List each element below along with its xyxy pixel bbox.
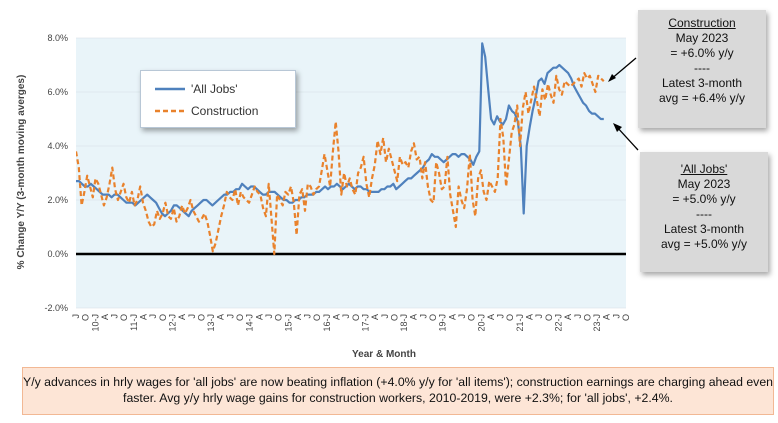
callout-all-jobs-title: 'All Jobs'	[680, 162, 728, 176]
callout-all-jobs: 'All Jobs' May 2023 = +5.0% y/y ---- Lat…	[640, 152, 768, 272]
x-tick-label: A	[177, 314, 187, 320]
x-tick-label: 13-J	[206, 314, 216, 332]
x-tick-label: J	[71, 314, 81, 319]
x-tick-label: 14-J	[245, 314, 255, 332]
x-tick-label: O	[158, 314, 168, 321]
callout-construction-sep: ----	[694, 61, 710, 75]
x-tick-label: O	[274, 314, 284, 321]
x-tick-label: 12-J	[167, 314, 177, 332]
x-tick-label: 17-J	[360, 314, 370, 332]
y-tick-label: 2.0%	[47, 195, 68, 205]
x-tick-label: O	[235, 314, 245, 321]
callout-construction-line1: May 2023	[675, 31, 729, 45]
x-tick-label: O	[621, 314, 631, 321]
x-tick-label: 16-J	[322, 314, 332, 332]
x-tick-label: O	[351, 314, 361, 321]
x-tick-label: O	[467, 314, 477, 321]
legend-item-all-jobs: 'All Jobs'	[155, 81, 238, 97]
x-tick-label: J	[573, 314, 583, 319]
legend-item-construction: Construction	[155, 103, 258, 119]
legend-swatch-construction	[155, 109, 185, 113]
callout-arrow-all-jobs	[615, 125, 639, 151]
legend: 'All Jobs' Construction	[140, 70, 296, 128]
x-axis: J O 10-J A J O 11-J A J O 12-J A J O 13-J A J O 14-J A J O 15-…	[71, 314, 631, 332]
x-tick-label: O	[582, 314, 592, 321]
y-axis-title: % Change Y/Y (3-month moving averges)	[16, 75, 27, 270]
x-tick-label: A	[293, 314, 303, 320]
x-tick-label: A	[486, 314, 496, 320]
x-tick-label: J	[303, 314, 313, 319]
x-tick-label: J	[341, 314, 351, 319]
callout-construction: Construction May 2023 = +6.0% y/y ---- L…	[638, 10, 766, 128]
x-tick-label: 22-J	[553, 314, 563, 332]
x-tick-label: O	[544, 314, 554, 321]
callout-construction-line3: Latest 3-month	[661, 76, 743, 90]
x-tick-label: 19-J	[438, 314, 448, 332]
x-tick-label: O	[312, 314, 322, 321]
x-tick-label: 18-J	[399, 314, 409, 332]
callout-construction-line2: = +6.0% y/y	[670, 46, 734, 60]
x-tick-label: 11-J	[129, 314, 139, 331]
callout-all-jobs-line1: May 2023	[677, 177, 731, 191]
x-tick-label: O	[119, 314, 129, 321]
x-tick-label: A	[139, 314, 149, 320]
x-tick-label: J	[457, 314, 467, 319]
x-tick-label: J	[418, 314, 428, 319]
legend-label-all-jobs: 'All Jobs'	[191, 82, 238, 96]
callout-arrowhead-all-jobs	[613, 123, 622, 132]
y-tick-label: 6.0%	[47, 87, 68, 97]
x-tick-label: O	[389, 314, 399, 321]
x-tick-label: 21-J	[515, 314, 525, 332]
series-line-construction	[76, 72, 605, 256]
x-tick-label: A	[254, 314, 264, 320]
y-tick-label: -2.0%	[44, 303, 68, 313]
x-tick-label: J	[611, 314, 621, 319]
x-tick-label: A	[332, 314, 342, 320]
x-tick-label: A	[409, 314, 419, 320]
callout-all-jobs-line4: avg = +5.0% y/y	[660, 237, 748, 251]
callout-construction-line4: avg = +6.4% y/y	[658, 91, 746, 105]
series-line-all-jobs	[76, 42, 604, 218]
x-tick-label: A	[216, 314, 226, 320]
y-tick-label: 0.0%	[47, 249, 68, 259]
x-tick-label: O	[81, 314, 91, 321]
x-axis-title: Year & Month	[352, 349, 416, 360]
footnote-text: Y/y advances in hrly wages for 'all jobs…	[23, 375, 773, 405]
x-tick-label: O	[505, 314, 515, 321]
x-tick-label: O	[196, 314, 206, 321]
callout-construction-title: Construction	[668, 16, 736, 30]
x-tick-label: J	[148, 314, 158, 319]
x-tick-label: A	[563, 314, 573, 320]
y-tick-label: 8.0%	[47, 33, 68, 43]
x-tick-label: O	[428, 314, 438, 321]
x-tick-label: A	[100, 314, 110, 320]
x-tick-label: 20-J	[476, 314, 486, 332]
x-tick-label: A	[525, 314, 535, 320]
x-tick-label: A	[447, 314, 457, 320]
legend-label-construction: Construction	[191, 104, 259, 118]
callout-all-jobs-sep: ----	[696, 207, 712, 221]
x-tick-label: 15-J	[283, 314, 293, 332]
x-tick-label: 10-J	[90, 314, 100, 332]
x-tick-label: 23-J	[592, 314, 602, 332]
callout-all-jobs-line2: = +5.0% y/y	[672, 192, 736, 206]
x-tick-label: A	[370, 314, 380, 320]
legend-swatch-all-jobs	[155, 87, 185, 91]
x-tick-label: J	[496, 314, 506, 319]
x-tick-label: J	[110, 314, 120, 319]
footnote-box: Y/y advances in hrly wages for 'all jobs…	[22, 367, 774, 415]
x-tick-label: J	[187, 314, 197, 319]
x-tick-label: J	[380, 314, 390, 319]
x-tick-label: A	[602, 314, 612, 320]
x-tick-label: J	[264, 314, 274, 319]
callout-arrowhead-construction	[608, 74, 616, 82]
x-tick-label: J	[225, 314, 235, 319]
y-tick-label: 4.0%	[47, 141, 68, 151]
x-tick-label: J	[534, 314, 544, 319]
callout-all-jobs-line3: Latest 3-month	[663, 222, 745, 236]
